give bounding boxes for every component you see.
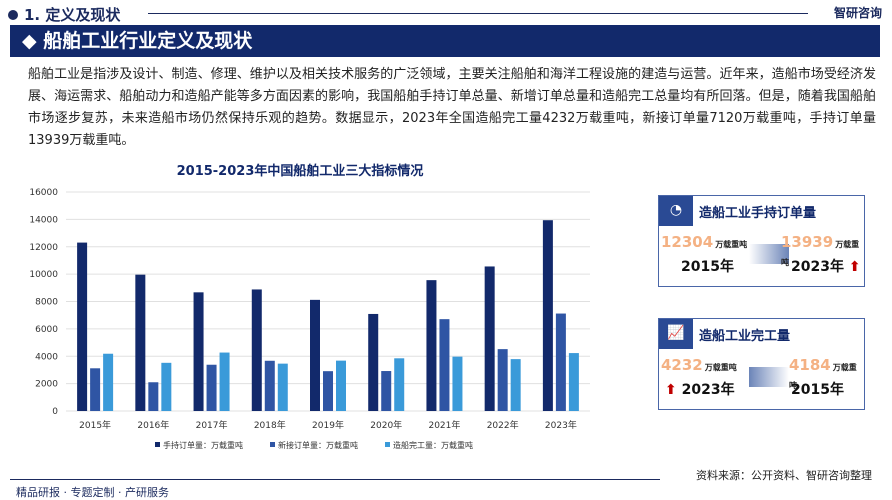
chart-pie-icon: ◔ [659, 196, 693, 226]
y-tick-label: 8000 [35, 298, 58, 308]
left-value: 12304 万载重吨 [661, 233, 748, 251]
arrow-up-icon: ⬆ [665, 382, 677, 398]
y-tick-label: 4000 [35, 352, 58, 362]
bullet-icon [8, 9, 18, 20]
right-value: 4184 万载重吨 [789, 356, 857, 390]
bar-2015年-1 [90, 368, 101, 411]
x-tick-label: 2021年 [428, 419, 460, 431]
section-label: 1. 定义及现状 [24, 6, 121, 24]
x-tick-label: 2017年 [196, 419, 228, 431]
left-value: 4232 万载重吨 [661, 356, 737, 374]
bar-2020年-1 [381, 371, 392, 411]
bar-2015年-2 [103, 353, 114, 411]
legend-swatch [270, 442, 275, 447]
bar-2017年-0 [193, 292, 204, 411]
bar-chart: 0 2000 4000 6000 8000 10000 12000 14000 16000 201… [29, 188, 590, 450]
bar-2015年-0 [77, 242, 88, 411]
y-tick-label: 0 [52, 407, 58, 417]
x-tick-label: 2023年 [545, 419, 577, 431]
bar-2016年-2 [161, 362, 172, 411]
bar-2017年-1 [206, 364, 217, 411]
x-tick-label: 2019年 [312, 419, 344, 431]
divider [148, 13, 808, 14]
x-tick-label: 2020年 [370, 419, 402, 431]
bar-2023年-0 [542, 220, 553, 411]
logo: 智研咨询 [833, 6, 882, 20]
bar-2017年-2 [219, 352, 230, 411]
footer-slogan: 精品研报 · 专题定制 · 产研服务 [16, 486, 169, 499]
card-title: 造船工业完工量 [699, 329, 791, 344]
arrow-right-icon [749, 244, 789, 264]
source-note: 资料来源：公开资料、智研咨询整理 [696, 469, 872, 482]
section-heading: 1. 定义及现状 [8, 4, 120, 25]
bar-2018年-0 [251, 289, 262, 411]
bar-2022年-1 [497, 349, 508, 411]
x-tick-label: 2016年 [137, 419, 169, 431]
page-title: ◆ 船舶工业行业定义及现状 [10, 25, 880, 57]
right-value: 13939 万载重吨 [781, 233, 860, 267]
card-title: 造船工业手持订单量 [699, 206, 817, 221]
bar-2018年-2 [277, 363, 288, 411]
bar-2018年-1 [264, 360, 275, 411]
description: 船舶工业是指涉及设计、制造、修理、维护以及相关技术服务的广泛领域，主要关注船舶和… [28, 67, 876, 148]
right-year: 2023年 ⬆ [791, 259, 861, 275]
bar-2016年-1 [148, 382, 159, 411]
x-tick-label: 2018年 [254, 419, 286, 431]
bar-2022年-2 [510, 359, 521, 411]
card-completions: 📈 造船工业完工量 4232 万载重吨 ⬆ 2023年 4184 万载重吨 2015… [658, 318, 865, 410]
bar-2023年-1 [555, 313, 566, 411]
legend-label: 新接订单量：万载重吨 [278, 440, 358, 450]
bar-2019年-0 [310, 299, 320, 411]
x-tick-label: 2022年 [487, 419, 519, 431]
divider [10, 479, 660, 480]
right-year: 2015年 [791, 382, 844, 398]
left-year: 2015年 [681, 259, 734, 275]
bar-2021年-1 [439, 319, 450, 411]
legend-swatch [155, 442, 160, 447]
y-tick-label: 10000 [29, 270, 58, 280]
x-tick-label: 2015年 [79, 419, 111, 431]
legend-swatch [385, 442, 390, 447]
left-year: ⬆ 2023年 [665, 382, 735, 398]
arrow-left-icon [749, 367, 789, 387]
bar-2020年-0 [368, 313, 379, 411]
chart-title: 2015-2023年中国船舶工业三大指标情况 [176, 164, 424, 179]
bar-2016年-0 [135, 274, 146, 411]
y-tick-label: 16000 [29, 188, 58, 198]
legend-label: 手持订单量：万载重吨 [163, 440, 243, 450]
chart-growth-icon: 📈 [659, 319, 693, 349]
bar-2019年-2 [336, 360, 346, 411]
y-tick-label: 2000 [35, 380, 58, 390]
y-tick-label: 12000 [29, 243, 58, 253]
bar-2021年-2 [452, 356, 463, 411]
bar-2019年-1 [323, 371, 333, 411]
bar-2020年-2 [394, 358, 405, 411]
legend-label: 造船完工量：万载重吨 [393, 440, 473, 450]
y-tick-label: 14000 [29, 215, 58, 225]
bar-2022年-0 [484, 266, 495, 411]
bar-2023年-2 [568, 353, 579, 411]
bar-2021年-0 [426, 280, 437, 411]
arrow-up-icon: ⬆ [848, 259, 861, 275]
y-tick-label: 6000 [35, 325, 58, 335]
card-handheld-orders: ◔ 造船工业手持订单量 12304 万载重吨 2015年 13939 万载重吨 20… [658, 195, 865, 287]
